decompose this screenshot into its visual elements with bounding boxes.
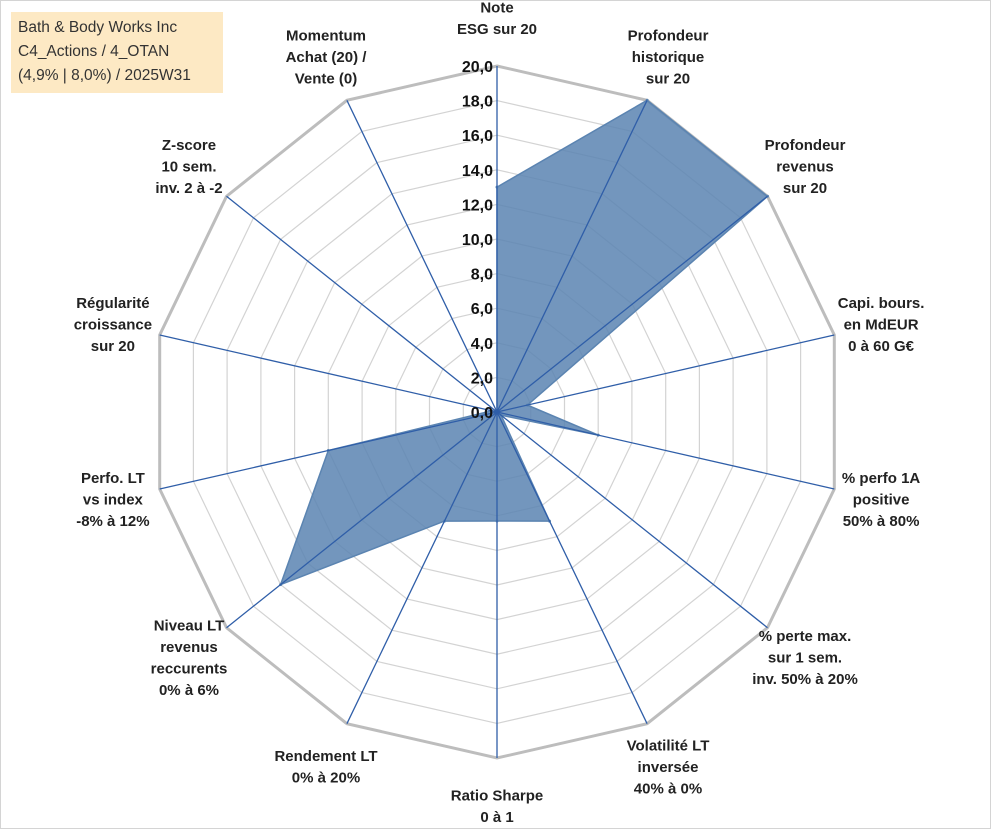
axis-label-6: Volatilité LT inversée 40% à 0%: [627, 738, 710, 798]
axis-label-line: Achat (20) /: [286, 49, 368, 66]
tick-label: 4,0: [471, 336, 493, 353]
axis-spoke-6: [496, 411, 648, 724]
axis-label-line: Niveau LT: [154, 617, 225, 634]
axis-label-11: Régularité croissance sur 20: [74, 295, 152, 355]
axis-label-9: Niveau LT revenus reccurents 0% à 6%: [151, 617, 228, 699]
axis-label-line: Capi. bours.: [838, 295, 925, 312]
axis-label-line: Z-score: [162, 137, 216, 154]
axis-label-line: 0% à 20%: [292, 770, 360, 787]
title-line-company: Bath & Body Works Inc: [18, 19, 178, 36]
radar-tick-labels: 0,0 2,0 4,0 6,0 8,0 10,0 12,0 14,0 16,0 18,0 20,0: [462, 59, 493, 422]
tick-label: 12,0: [462, 197, 493, 214]
axis-label-2: Profondeur revenus sur 20: [765, 137, 846, 197]
axis-spoke-2: [496, 195, 768, 413]
title-line-period: (4,9% | 8,0%) / 2025W31: [18, 67, 191, 84]
axis-label-line: inversée: [638, 759, 699, 776]
tick-label: 16,0: [462, 128, 493, 145]
axis-spoke-12: [226, 195, 498, 413]
axis-label-10: Perfo. LT vs index -8% à 12%: [76, 470, 149, 530]
axis-label-line: revenus: [776, 158, 834, 175]
axis-label-line: Ratio Sharpe: [451, 787, 544, 804]
axis-label-4: % perfo 1A positive 50% à 80%: [842, 470, 921, 530]
axis-spoke-11: [159, 334, 498, 413]
axis-label-12: Z-score 10 sem. inv. 2 à -2: [155, 137, 222, 197]
radar-axis-labels: Note ESG sur 20 Profondeur historique sur 20…: [74, 0, 925, 826]
tick-label: 18,0: [462, 94, 493, 111]
tick-label: 20,0: [462, 59, 493, 76]
axis-label-1: Profondeur historique sur 20: [628, 28, 709, 88]
axis-spoke-3: [496, 334, 835, 413]
axis-label-line: sur 1 sem.: [768, 650, 842, 667]
series-area: [279, 99, 769, 586]
axis-label-line: Régularité: [76, 295, 149, 312]
axis-label-line: 0 à 1: [480, 809, 513, 826]
axis-label-0: Note ESG sur 20: [457, 0, 537, 38]
axis-label-line: inv. 2 à -2: [155, 180, 222, 197]
tick-label: 2,0: [471, 370, 493, 387]
axis-label-line: vs index: [83, 492, 144, 509]
axis-label-line: reccurents: [151, 660, 228, 677]
axis-label-7: Ratio Sharpe 0 à 1: [451, 787, 544, 826]
axis-label-line: sur 20: [646, 71, 690, 88]
axis-label-5: % perte max. sur 1 sem. inv. 50% à 20%: [752, 628, 858, 688]
axis-label-line: ESG sur 20: [457, 21, 537, 38]
axis-label-line: positive: [853, 492, 910, 509]
chart-title-box: Bath & Body Works Inc C4_Actions / 4_OTA…: [11, 12, 223, 93]
axis-label-line: 0% à 6%: [159, 682, 219, 699]
tick-label: 14,0: [462, 163, 493, 180]
axis-label-line: Vente (0): [295, 71, 358, 88]
axis-label-line: -8% à 12%: [76, 513, 149, 530]
axis-label-3: Capi. bours. en MdEUR 0 à 60 G€: [838, 295, 925, 355]
radar-axes: [159, 66, 835, 758]
axis-spoke-1: [496, 100, 648, 413]
axis-label-line: sur 20: [783, 180, 827, 197]
axis-label-line: 50% à 80%: [843, 513, 920, 530]
title-line-category: C4_Actions / 4_OTAN: [18, 43, 170, 60]
axis-label-line: Perfo. LT: [81, 470, 145, 487]
tick-label: 10,0: [462, 232, 493, 249]
axis-label-line: inv. 50% à 20%: [752, 671, 858, 688]
axis-spoke-9: [226, 411, 498, 629]
axis-label-line: Profondeur: [628, 28, 709, 45]
axis-label-line: en MdEUR: [844, 316, 919, 333]
axis-spoke-4: [496, 411, 835, 490]
axis-spoke-5: [496, 411, 768, 629]
axis-label-line: Volatilité LT: [627, 738, 710, 755]
axis-label-line: Momentum: [286, 28, 366, 45]
axis-label-line: 0 à 60 G€: [848, 338, 915, 355]
axis-label-8: Rendement LT 0% à 20%: [274, 748, 377, 787]
axis-spoke-13: [346, 100, 498, 413]
axis-label-line: Rendement LT: [274, 748, 377, 765]
axis-label-line: historique: [632, 49, 705, 66]
axis-label-line: Note: [480, 0, 513, 16]
axis-label-line: 10 sem.: [161, 158, 216, 175]
axis-label-line: 40% à 0%: [634, 781, 702, 798]
axis-spoke-8: [346, 411, 498, 724]
axis-label-line: croissance: [74, 316, 152, 333]
axis-spoke-10: [159, 411, 498, 490]
tick-label: 0,0: [471, 405, 493, 422]
axis-label-line: revenus: [160, 639, 218, 656]
tick-label: 6,0: [471, 301, 493, 318]
axis-label-line: % perfo 1A: [842, 470, 921, 487]
radar-data-series: [279, 98, 769, 587]
axis-label-line: % perte max.: [759, 628, 852, 645]
axis-label-line: sur 20: [91, 338, 135, 355]
tick-label: 8,0: [471, 267, 493, 284]
axis-label-line: Profondeur: [765, 137, 846, 154]
axis-label-13: Momentum Achat (20) / Vente (0): [286, 28, 368, 88]
